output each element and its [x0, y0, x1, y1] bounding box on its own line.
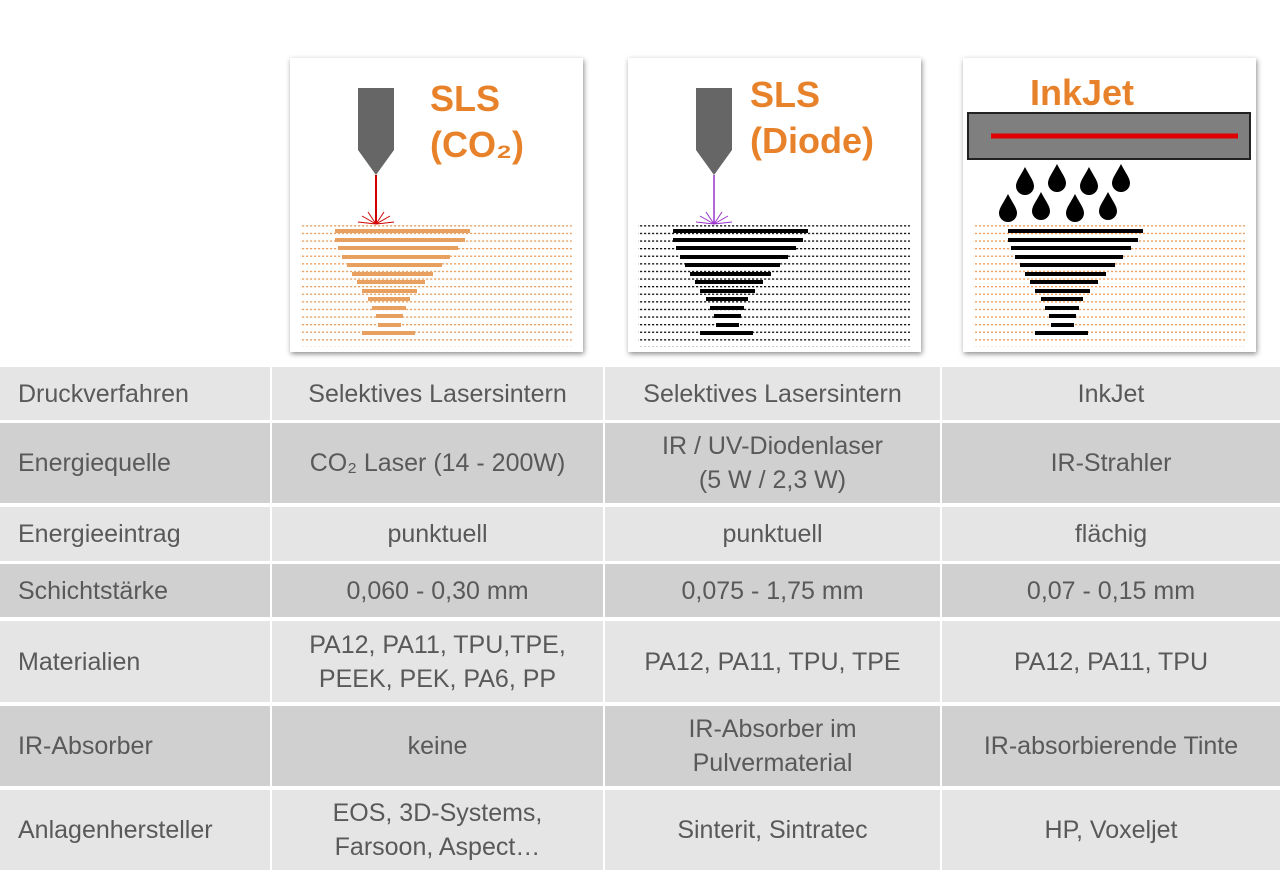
table-cell: Sinterit, Sintratec — [605, 790, 940, 870]
panel-sls-diode: SLS (Diode) — [628, 58, 921, 352]
row-header: Schichtstärke — [0, 564, 270, 617]
panel-sls-co2: SLS (CO₂) — [290, 58, 583, 352]
row-header: IR-Absorber — [0, 706, 270, 786]
table-cell: IR-Strahler — [942, 423, 1280, 503]
table-cell: 0,060 - 0,30 mm — [272, 564, 603, 617]
illustration — [300, 88, 572, 347]
panel-inkjet: InkJet — [963, 58, 1256, 352]
table-cell: CO₂ Laser (14 - 200W) — [272, 423, 603, 503]
table-cell: keine — [272, 706, 603, 786]
row-header: Materialien — [0, 621, 270, 702]
table-cell: PA12, PA11, TPU,TPE, PEEK, PEK, PA6, PP — [272, 621, 603, 702]
table-cell: InkJet — [942, 367, 1280, 420]
panel-title: InkJet — [1030, 72, 1135, 113]
row-header: Energiequelle — [0, 423, 270, 503]
table-cell: PA12, PA11, TPU — [942, 621, 1280, 702]
table-cell: punktuell — [605, 507, 940, 561]
table-cell: IR-absorbierende Tinte — [942, 706, 1280, 786]
table-cell: flächig — [942, 507, 1280, 561]
row-header: Energieeintrag — [0, 507, 270, 561]
table-cell: IR-Absorber im Pulvermaterial — [605, 706, 940, 786]
table-cell: 0,07 - 0,15 mm — [942, 564, 1280, 617]
row-header: Anlagenhersteller — [0, 790, 270, 870]
table-cell: Selektives Lasersintern — [272, 367, 603, 420]
row-header: Druckverfahren — [0, 367, 270, 420]
table-cell: HP, Voxeljet — [942, 790, 1280, 870]
panel-title: SLS (Diode) — [750, 74, 874, 161]
table-cell: PA12, PA11, TPU, TPE — [605, 621, 940, 702]
table-cell: 0,075 - 1,75 mm — [605, 564, 940, 617]
illustration — [967, 112, 1251, 347]
illustration — [638, 88, 910, 347]
table-cell: EOS, 3D-Systems, Farsoon, Aspect… — [272, 790, 603, 870]
panel-title: SLS (CO₂) — [430, 78, 524, 165]
table-cell: Selektives Lasersintern — [605, 367, 940, 420]
table-cell: punktuell — [272, 507, 603, 561]
table-cell: IR / UV-Diodenlaser (5 W / 2,3 W) — [605, 423, 940, 503]
